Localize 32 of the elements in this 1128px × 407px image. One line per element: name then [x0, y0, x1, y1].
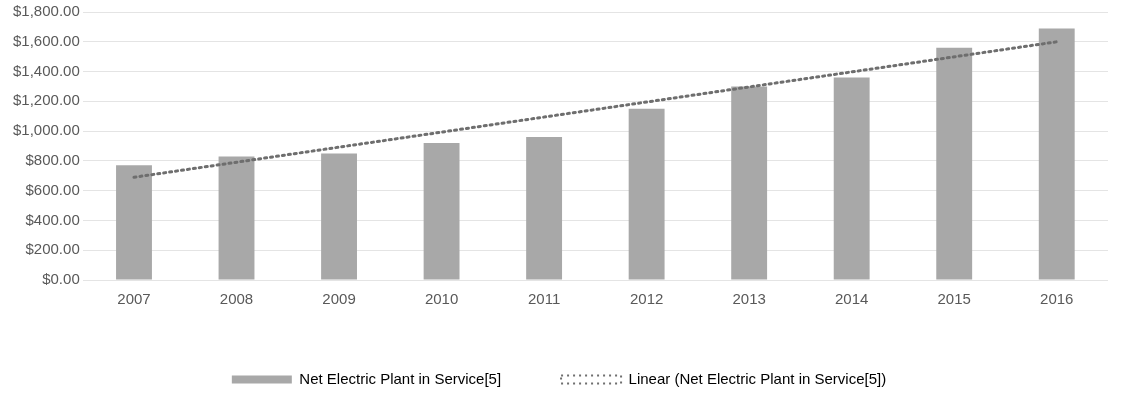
y-tick-label: $1,200.00	[13, 91, 80, 109]
x-tick-label: 2007	[117, 290, 151, 308]
bar	[116, 165, 152, 280]
bar	[936, 47, 973, 280]
x-tick-label: 2009	[322, 290, 356, 308]
y-tick-label: $200.00	[25, 240, 80, 258]
y-tick-label: $600.00	[25, 180, 80, 198]
y-tick-label: $400.00	[25, 210, 80, 228]
legend-label: Net Electric Plant in Service[5]	[299, 369, 502, 387]
y-tick-label: $800.00	[25, 151, 80, 169]
bar	[423, 143, 460, 280]
y-tick-label: $1,400.00	[13, 61, 80, 79]
bar	[628, 108, 665, 280]
bar	[218, 156, 255, 280]
bar	[731, 86, 768, 280]
bar	[526, 137, 563, 280]
x-tick-label: 2016	[1040, 290, 1074, 308]
x-tick-label: 2014	[835, 290, 869, 308]
x-tick-label: 2013	[732, 290, 766, 308]
y-tick-label: $1,600.00	[13, 31, 80, 49]
bar	[833, 77, 870, 280]
bar	[321, 153, 357, 280]
x-tick-label: 2010	[424, 290, 459, 308]
y-tick-label: $1,800.00	[13, 2, 80, 20]
x-tick-label: 2008	[219, 290, 254, 308]
x-tick-label: 2015	[937, 290, 971, 308]
y-tick-label: $0.00	[42, 270, 80, 288]
y-tick-label: $1,000.00	[13, 121, 80, 139]
x-tick-label: 2011	[527, 290, 561, 308]
x-tick-label: 2012	[629, 290, 664, 308]
bar	[1038, 28, 1075, 280]
legend-label: Linear (Net Electric Plant in Service[5])	[628, 369, 887, 387]
